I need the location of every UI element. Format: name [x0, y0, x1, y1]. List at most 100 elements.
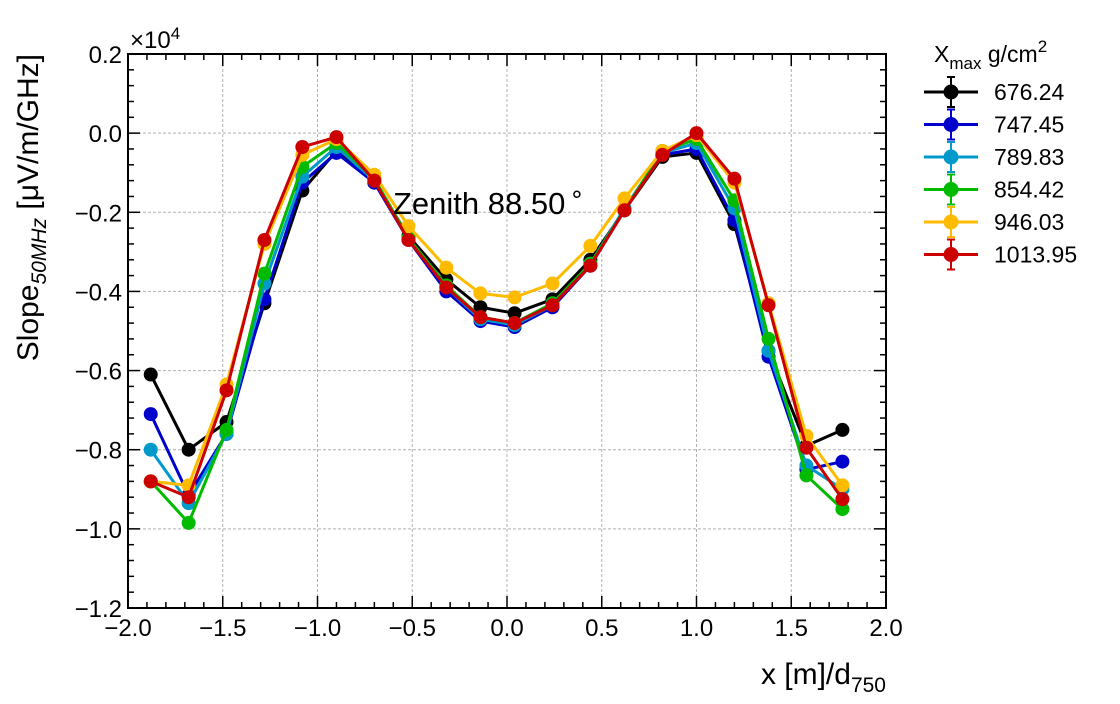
data-point: [507, 316, 522, 331]
legend-label: 789.83: [994, 144, 1064, 170]
data-point: [835, 502, 850, 517]
data-point: [473, 286, 488, 301]
data-point: [761, 331, 776, 346]
legend-title: Xmax g/cm2: [934, 37, 1047, 73]
data-point: [583, 238, 598, 253]
legend-entry: 946.03: [924, 206, 1064, 238]
legend-label: 854.42: [994, 177, 1064, 203]
y-tick-label: −0.6: [75, 359, 122, 386]
tick-labels: −2.0 −1.5 −1.0 −0.5 0.0 0.5 1.0 1.5 2.0 −1.2 −1.0 −…: [75, 42, 903, 642]
legend-entry: 676.24: [924, 76, 1065, 108]
x-tick-label: −0.5: [389, 615, 436, 642]
data-point: [835, 454, 850, 469]
data-point: [439, 260, 454, 275]
data-point: [617, 191, 632, 206]
x-tick-label: −2.0: [104, 615, 151, 642]
x-axis-title: x [m]/d750: [761, 658, 886, 697]
y-tick-label: −1.0: [75, 517, 122, 544]
data-point: [401, 232, 416, 247]
legend-title-exponent: 2: [1038, 37, 1047, 56]
legend-label: 1013.95: [994, 242, 1077, 268]
data-point: [439, 280, 454, 295]
x-tick-label: 2.0: [869, 615, 902, 642]
data-point: [473, 300, 488, 315]
y-axis-title: Slope50MHz [μV/m/GHz]: [12, 54, 51, 361]
legend-marker: [943, 84, 959, 100]
x-tick-label: −1.0: [294, 615, 341, 642]
data-point: [143, 407, 158, 422]
data-point: [617, 203, 632, 218]
legend-marker: [943, 214, 959, 230]
data-point: [835, 422, 850, 437]
x-tick-label: −1.5: [199, 615, 246, 642]
series-layer: [143, 126, 850, 530]
x-axis-title-subscript: 750: [851, 674, 886, 697]
y-tick-label: −0.8: [75, 438, 122, 465]
data-point: [727, 171, 742, 186]
data-point: [835, 492, 850, 507]
y-tick-label: 0.2: [89, 42, 122, 69]
data-point: [545, 276, 560, 291]
data-point: [181, 442, 196, 457]
y-tick-label: 0.0: [89, 121, 122, 148]
legend-entry: 747.45: [924, 108, 1064, 141]
series-1013.95: [143, 126, 850, 507]
y-tick-label: −1.2: [75, 596, 122, 623]
series-line: [150, 133, 844, 487]
grid: [128, 54, 886, 608]
legend-marker: [943, 149, 959, 165]
data-point: [689, 126, 704, 141]
legend-label: 946.03: [994, 209, 1064, 235]
data-point: [799, 440, 814, 455]
legend: Xmax g/cm2 676.24 747.45 789.83 854.42 946.0…: [924, 37, 1077, 271]
data-point: [219, 422, 234, 437]
x-tick-label: 0.0: [490, 615, 523, 642]
series-line: [150, 131, 844, 501]
y-multiplier: ×104: [130, 24, 180, 54]
legend-label: 747.45: [994, 112, 1064, 138]
data-point: [799, 468, 814, 483]
data-point: [761, 298, 776, 313]
ticks: [127, 53, 887, 609]
data-point: [367, 173, 382, 188]
x-tick-label: 1.0: [680, 615, 713, 642]
x-tick-label: 0.5: [585, 615, 618, 642]
data-point: [257, 232, 272, 247]
data-point: [329, 130, 344, 145]
data-point: [143, 474, 158, 489]
data-point: [219, 383, 234, 398]
legend-marker: [943, 247, 959, 262]
y-tick-label: −0.2: [75, 200, 122, 227]
legend-label: 676.24: [994, 79, 1065, 105]
data-point: [473, 310, 488, 325]
legend-marker: [943, 117, 959, 132]
data-point: [507, 290, 522, 305]
data-point: [507, 306, 522, 321]
annotation-symbol: ∘: [569, 181, 584, 208]
data-point: [143, 442, 158, 457]
data-point: [655, 147, 670, 162]
legend-title-subscript: max: [949, 54, 982, 73]
legend-entry: 854.42: [924, 173, 1064, 206]
x-tick-label: 1.5: [775, 615, 808, 642]
data-point: [181, 490, 196, 505]
data-point: [257, 266, 272, 281]
legend-marker: [943, 182, 959, 197]
data-point: [545, 298, 560, 313]
y-axis-title-subscript: 50MHz: [28, 217, 51, 284]
legend-title-unit: g/cm: [981, 41, 1037, 67]
data-point: [295, 139, 310, 154]
legend-entry: 1013.95: [924, 238, 1077, 271]
data-point: [835, 478, 850, 493]
data-point: [181, 515, 196, 530]
y-tick-label: −0.4: [75, 279, 122, 306]
legend-entry: 789.83: [924, 141, 1064, 173]
data-point: [143, 367, 158, 382]
data-point: [583, 258, 598, 273]
data-point: [401, 219, 416, 234]
y-multiplier-exponent: 4: [171, 24, 180, 43]
y-axis-title-unit: [μV/m/GHz]: [12, 54, 45, 218]
annotation: Zenith 88.50 ∘: [393, 181, 584, 221]
